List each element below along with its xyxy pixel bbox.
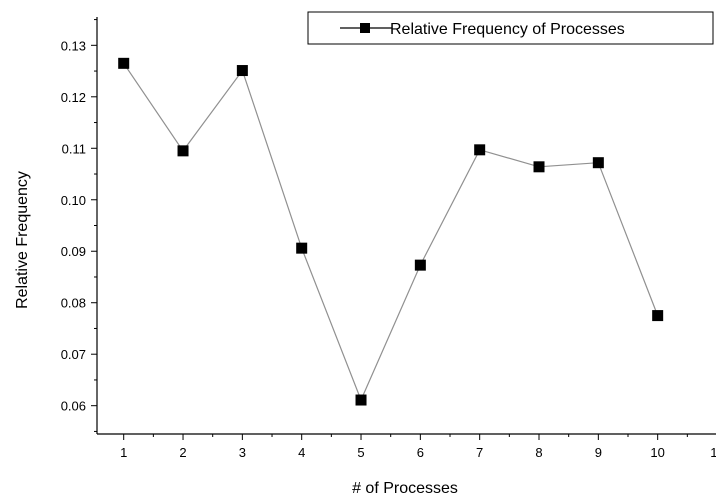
y-tick-label: 0.12 bbox=[61, 90, 86, 105]
data-point bbox=[652, 310, 664, 322]
x-tick-label: 5 bbox=[357, 445, 364, 460]
data-point bbox=[474, 144, 486, 156]
x-tick-label: 10 bbox=[650, 445, 664, 460]
x-tick-label: 8 bbox=[535, 445, 542, 460]
data-point bbox=[355, 394, 367, 406]
y-tick-label: 0.06 bbox=[61, 399, 86, 414]
x-axis-title: # of Processes bbox=[352, 480, 458, 497]
x-tick-label: 7 bbox=[476, 445, 483, 460]
x-tick-label: 11 bbox=[710, 445, 716, 460]
y-tick-label: 0.10 bbox=[61, 193, 86, 208]
data-point bbox=[414, 259, 426, 271]
x-tick-label: 3 bbox=[239, 445, 246, 460]
axes: 1 2 3 4 5 6 7 8 9 10 11 0.06 0.07 0.08 0.09 0.10 0.11 0.1… bbox=[61, 17, 716, 460]
series-line bbox=[123, 62, 659, 402]
y-tick-label: 0.11 bbox=[62, 141, 86, 156]
x-tick-label: 4 bbox=[298, 445, 305, 460]
data-point bbox=[533, 161, 545, 173]
y-axis-title: Relative Frequency bbox=[14, 171, 31, 309]
data-point bbox=[177, 145, 189, 157]
legend: Relative Frequency of Processes bbox=[307, 11, 714, 45]
y-tick-label: 0.07 bbox=[61, 347, 86, 362]
data-point bbox=[118, 57, 130, 69]
x-tick-label: 6 bbox=[417, 445, 424, 460]
y-tick-label: 0.13 bbox=[61, 38, 86, 53]
data-point bbox=[236, 65, 248, 77]
x-tick-label: 2 bbox=[179, 445, 186, 460]
legend-marker bbox=[360, 23, 370, 33]
data-point bbox=[296, 242, 308, 254]
legend-label: Relative Frequency of Processes bbox=[390, 21, 625, 38]
data-point bbox=[592, 157, 604, 169]
series-relative-frequency bbox=[118, 57, 664, 406]
y-tick-label: 0.08 bbox=[61, 296, 86, 311]
x-tick-label: 9 bbox=[595, 445, 602, 460]
x-tick-label: 1 bbox=[120, 445, 127, 460]
y-tick-label: 0.09 bbox=[61, 244, 86, 259]
